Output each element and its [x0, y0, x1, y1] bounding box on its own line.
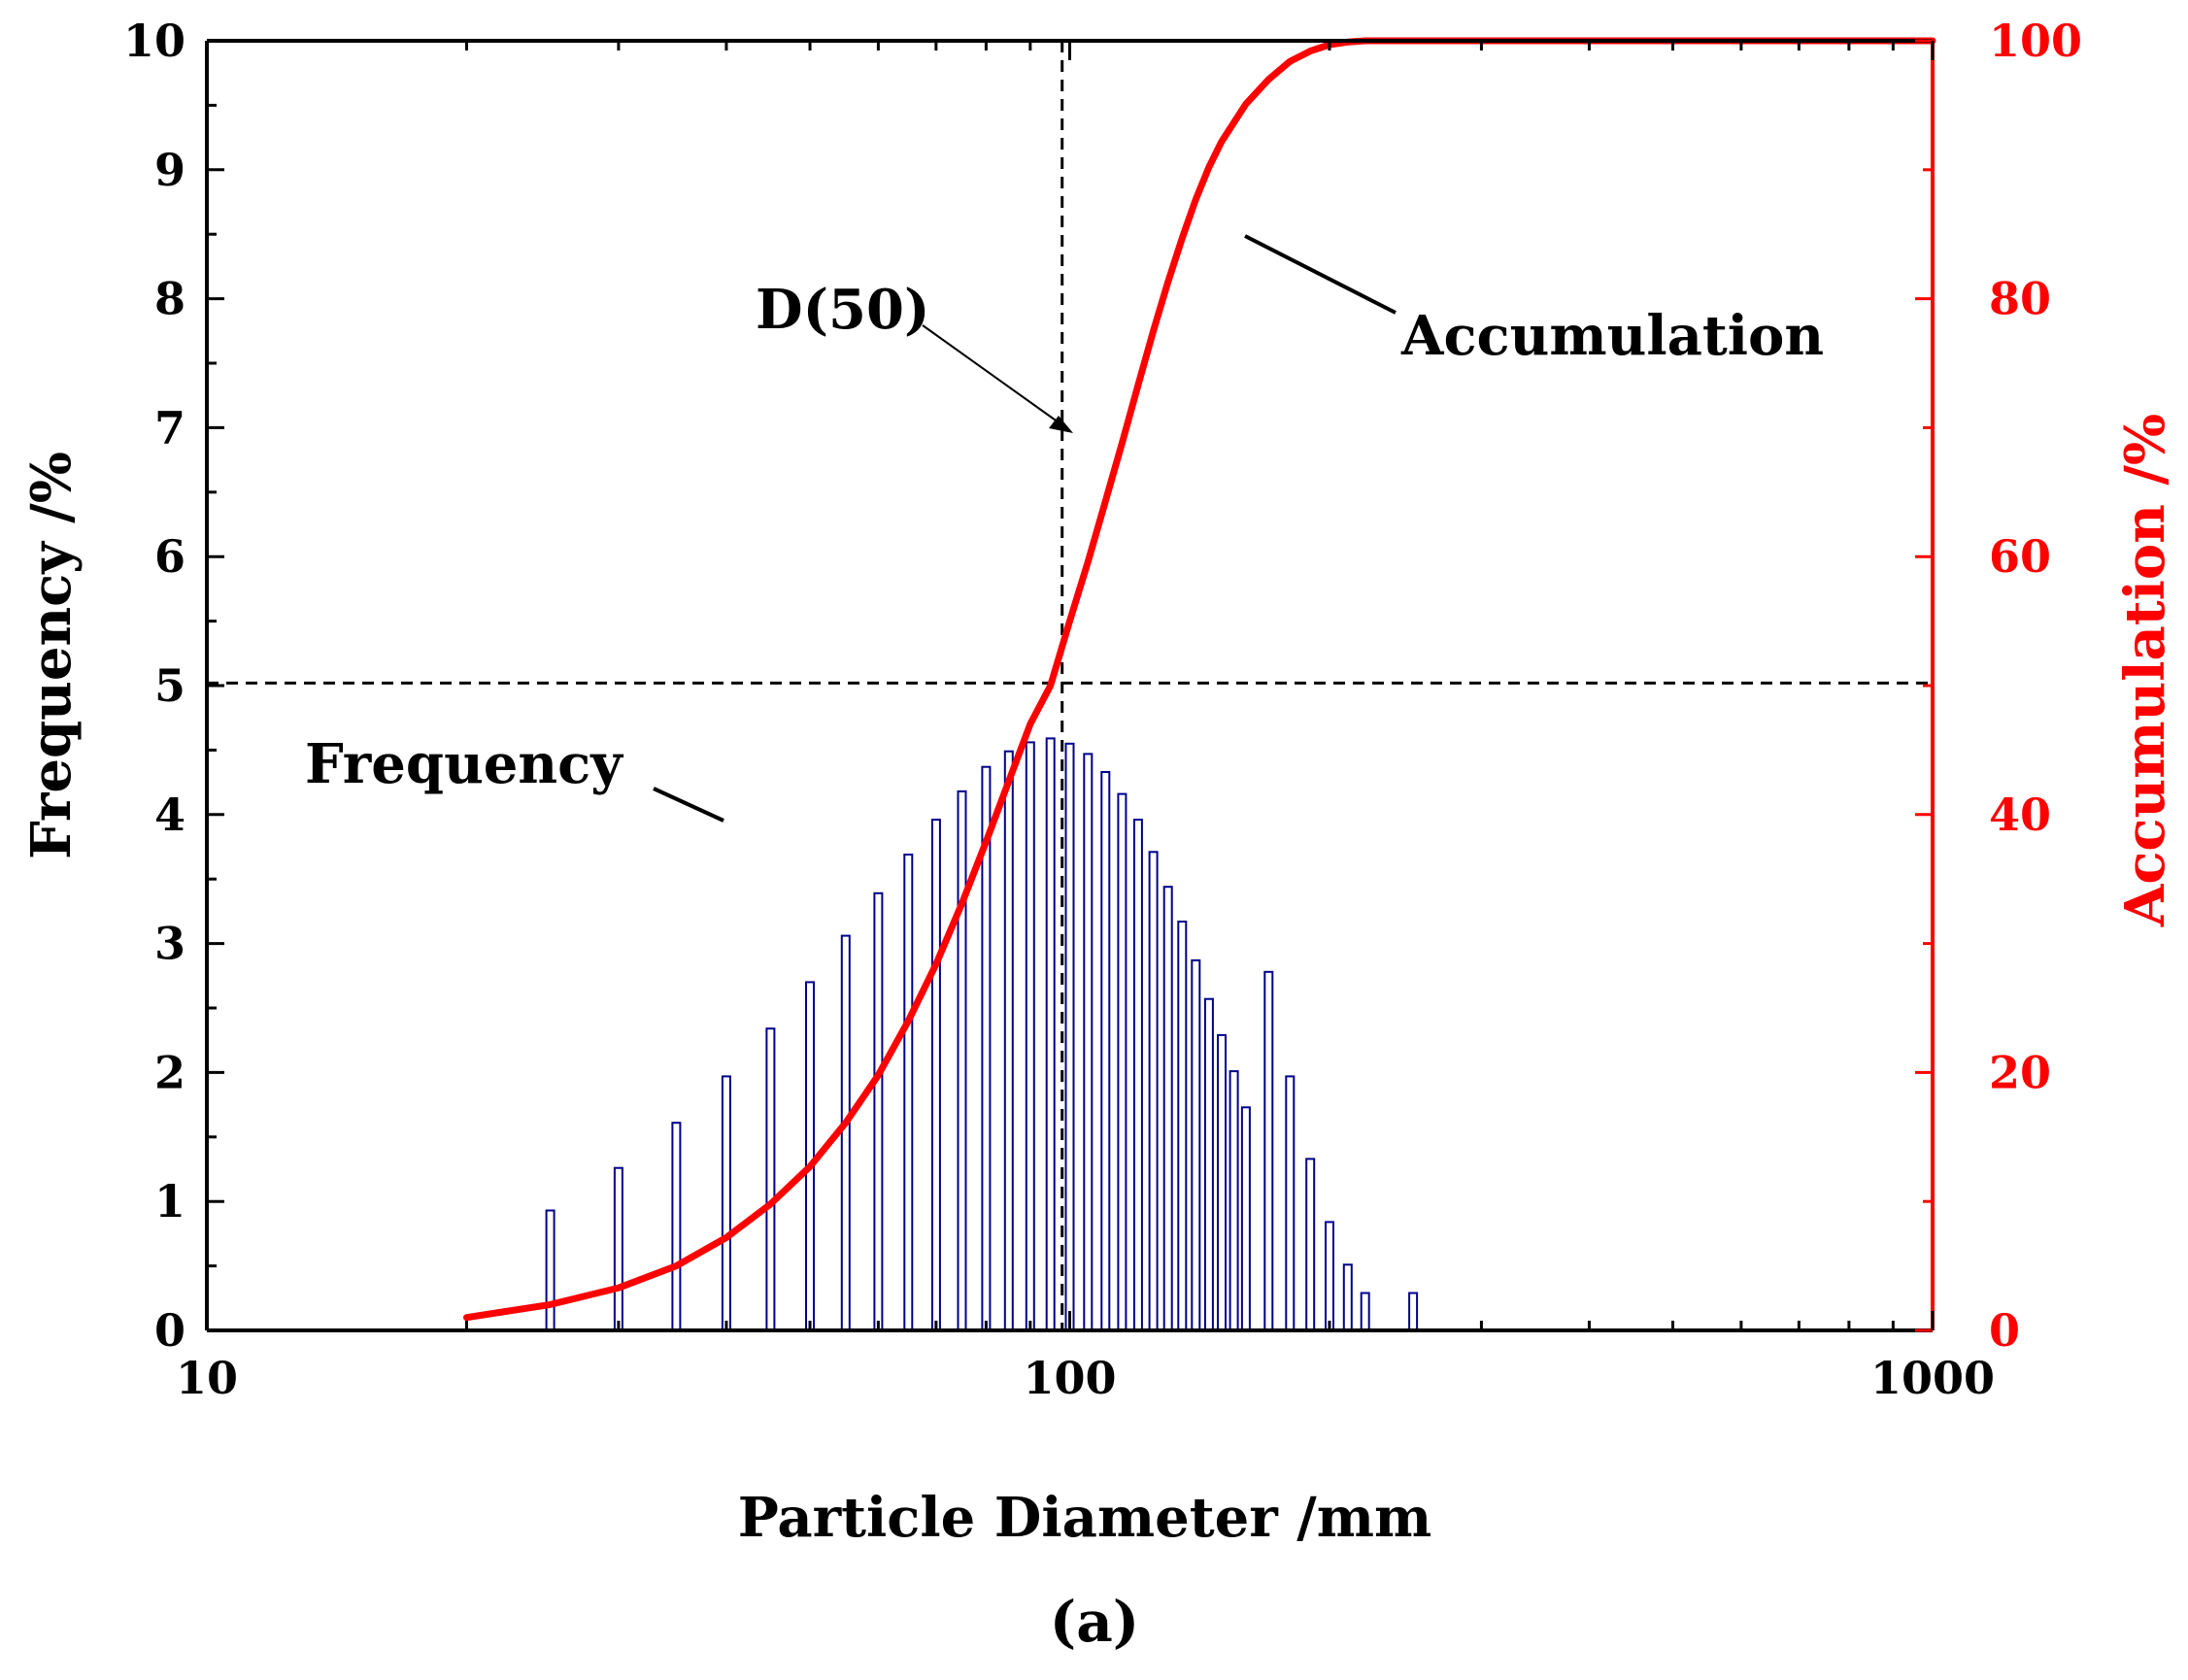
frequency-bar	[1229, 1070, 1239, 1331]
accumulation-curve-group	[463, 37, 1936, 1322]
frequency-bar	[1003, 750, 1014, 1331]
frequency-bar	[873, 891, 884, 1331]
y-axis-title: Frequency /%	[19, 452, 84, 859]
frequency-bar	[1217, 1033, 1227, 1332]
frequency-bar	[1045, 737, 1056, 1331]
frequency-bar	[671, 1122, 682, 1331]
y-tick-label: 5	[154, 659, 185, 712]
frequency-bar	[1132, 819, 1143, 1331]
d50-arrow-head	[1049, 416, 1073, 433]
y2-axis-title: Accumulation /%	[2113, 414, 2177, 927]
frequency-bar	[613, 1166, 623, 1331]
y-tick-label: 1	[154, 1175, 185, 1227]
frequency-bar	[1305, 1158, 1316, 1332]
frequency-bar	[1263, 970, 1274, 1331]
y-tick-label: 0	[154, 1304, 185, 1357]
frequency-bar	[1025, 741, 1035, 1331]
frequency-bar	[1285, 1075, 1296, 1332]
frequency-bar	[957, 790, 967, 1331]
y-tick-label: 8	[154, 273, 185, 325]
frequency-bar	[1408, 1292, 1419, 1331]
d50-annotation: D(50)	[756, 278, 929, 342]
frequency-bar	[1100, 771, 1111, 1331]
y-tick-label: 6	[154, 530, 185, 583]
frequency-bar	[1360, 1292, 1370, 1331]
y-tick-label: 2	[154, 1046, 185, 1098]
accumulation-annotation-line	[1244, 234, 1397, 315]
y-tick-label: 3	[154, 918, 185, 970]
frequency-bar	[1064, 742, 1075, 1331]
frequency-bar	[840, 934, 851, 1331]
y2-tick-label: 40	[1989, 789, 2051, 841]
frequency-bar	[545, 1209, 555, 1331]
frequency-bar	[1117, 792, 1128, 1331]
frequency-bar	[903, 854, 914, 1331]
y2-tick-label: 60	[1989, 530, 2051, 583]
frequency-bar	[1162, 886, 1173, 1331]
y2-tick-label: 80	[1989, 273, 2051, 325]
figure-caption: (a)	[1050, 1589, 1139, 1655]
y2-tick-label: 100	[1989, 15, 2082, 67]
frequency-annotation: Frequency	[305, 732, 623, 796]
x-axis-title: Particle Diameter /mm	[738, 1486, 1432, 1550]
frequency-bar	[765, 1027, 776, 1331]
y2-tick-label: 20	[1989, 1046, 2051, 1098]
accumulation-line	[463, 37, 1936, 1322]
y-tick-label: 10	[123, 15, 185, 67]
y-tick-label: 7	[154, 401, 185, 454]
frequency-bar	[1203, 997, 1214, 1331]
frequency-annotation-line	[653, 787, 724, 823]
frequency-bars	[545, 737, 1419, 1332]
frequency-bar	[721, 1075, 731, 1332]
y2-tick-label: 0	[1989, 1304, 2020, 1357]
frequency-bar	[930, 819, 941, 1331]
frequency-bar	[1148, 851, 1159, 1331]
frequency-bar	[1191, 958, 1201, 1332]
x-tick-label: 10	[176, 1352, 238, 1404]
frequency-bar	[1325, 1221, 1334, 1332]
reference-lines	[207, 41, 1933, 1330]
y-tick-label: 4	[154, 789, 185, 841]
y-tick-label: 9	[154, 144, 185, 196]
frequency-bar	[1240, 1106, 1251, 1332]
frequency-bar	[1342, 1263, 1353, 1332]
d50-arrow-line	[922, 324, 1060, 423]
x-tick-label: 1000	[1870, 1352, 1995, 1404]
x-tick-label: 100	[1023, 1352, 1116, 1404]
accumulation-annotation: Accumulation	[1400, 304, 1824, 368]
frequency-bar	[805, 981, 815, 1332]
frequency-bar	[1177, 921, 1188, 1331]
frequency-bar	[1083, 753, 1094, 1331]
